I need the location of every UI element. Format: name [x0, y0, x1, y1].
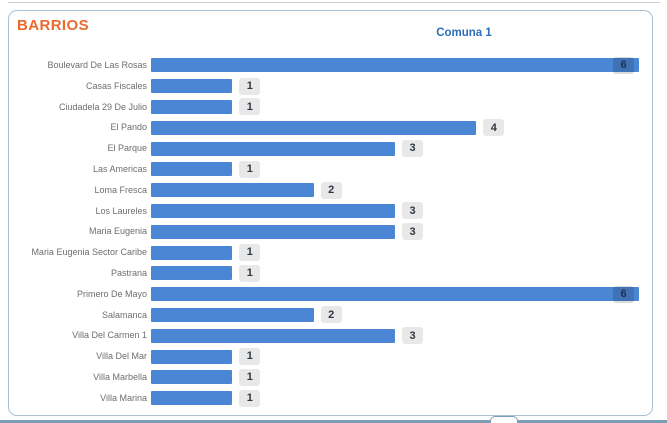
value-badge: 1	[239, 77, 261, 95]
value-badge: 1	[239, 98, 261, 116]
bar-row: Casas Fiscales 1	[9, 76, 652, 97]
category-label: Maria Eugenia	[88, 226, 147, 237]
bar-row: Loma Fresca 2	[9, 180, 652, 201]
value-badge: 1	[239, 368, 261, 386]
bar[interactable]	[151, 307, 314, 322]
bar-row: Villa Del Mar 1	[9, 346, 652, 367]
bar[interactable]	[151, 370, 233, 385]
bar[interactable]	[151, 79, 233, 94]
bar[interactable]	[151, 224, 395, 239]
bar-chart: Boulevard De Las Rosas 6 Casas Fiscales 1 Ci…	[9, 55, 652, 409]
value-badge: 1	[239, 389, 261, 407]
bar[interactable]	[151, 245, 233, 260]
category-label: Villa Del Mar	[96, 351, 147, 362]
value-badge: 6	[613, 56, 634, 74]
category-label: Loma Fresca	[94, 184, 147, 195]
value-badge: 1	[239, 160, 261, 178]
category-label: Villa Del Carmen 1	[72, 330, 147, 341]
bar-row: Las Americas 1	[9, 159, 652, 180]
bar[interactable]	[151, 99, 233, 114]
chart-header-comuna: Comuna 1	[436, 27, 492, 39]
value-badge: 2	[320, 306, 342, 324]
category-label: El Pando	[110, 122, 147, 133]
bar-row: Los Laureles 3	[9, 201, 652, 222]
bar-row: Primero De Mayo 6	[9, 284, 652, 305]
value-badge: 2	[320, 181, 342, 199]
value-badge: 1	[239, 243, 261, 261]
value-badge: 3	[402, 202, 423, 220]
bar-row: Ciudadela 29 De Julio 1	[9, 97, 652, 118]
value-badge: 3	[402, 223, 423, 241]
value-badge: 6	[613, 285, 634, 303]
value-badge: 3	[402, 139, 423, 157]
category-label: Pastrana	[110, 267, 147, 278]
value-badge: 3	[402, 327, 423, 345]
bottom-panel-edge	[490, 416, 518, 423]
bar-row: Maria Eugenia Sector Caribe 1	[9, 242, 652, 263]
bar[interactable]	[151, 287, 639, 302]
bar-row: Pastrana 1	[9, 263, 652, 284]
category-label: Villa Marina	[100, 392, 147, 403]
category-label: Boulevard De Las Rosas	[47, 60, 147, 70]
barrios-chart-panel: BARRIOS Comuna 1 Boulevard De Las Rosas 6…	[8, 10, 653, 416]
bar-row: El Pando 4	[9, 117, 652, 138]
bar[interactable]	[151, 328, 395, 343]
category-label: Ciudadela 29 De Julio	[58, 101, 147, 112]
value-badge: 1	[239, 264, 261, 282]
category-label: Villa Marbella	[93, 371, 147, 382]
bar-row: Villa Del Carmen 1 3	[9, 325, 652, 346]
category-label: Los Laureles	[95, 205, 147, 216]
bar[interactable]	[151, 266, 233, 281]
category-label: Salamanca	[101, 309, 147, 320]
category-label: Las Americas	[92, 163, 147, 174]
bar[interactable]	[151, 349, 233, 364]
category-label: Maria Eugenia Sector Caribe	[31, 247, 147, 258]
bar[interactable]	[151, 203, 395, 218]
bottom-divider	[0, 420, 667, 423]
bar-row: Boulevard De Las Rosas 6	[9, 55, 652, 76]
bar-row: Villa Marbella 1	[9, 367, 652, 388]
bar[interactable]	[151, 120, 477, 135]
value-badge: 1	[239, 347, 261, 365]
bar[interactable]	[151, 183, 314, 198]
bar[interactable]	[151, 391, 233, 406]
category-label: Primero De Mayo	[76, 288, 147, 299]
bar[interactable]	[151, 58, 639, 73]
bar-row: Salamanca 2	[9, 305, 652, 326]
value-badge: 4	[483, 119, 505, 137]
bar[interactable]	[151, 162, 233, 177]
bar[interactable]	[151, 141, 395, 156]
bar-row: El Parque 3	[9, 138, 652, 159]
bar-row: Maria Eugenia 3	[9, 221, 652, 242]
category-label: El Parque	[107, 143, 147, 154]
bar-row: Villa Marina 1	[9, 388, 652, 409]
category-label: Casas Fiscales	[85, 80, 147, 91]
page-title: BARRIOS	[17, 17, 89, 34]
top-divider	[8, 2, 660, 3]
